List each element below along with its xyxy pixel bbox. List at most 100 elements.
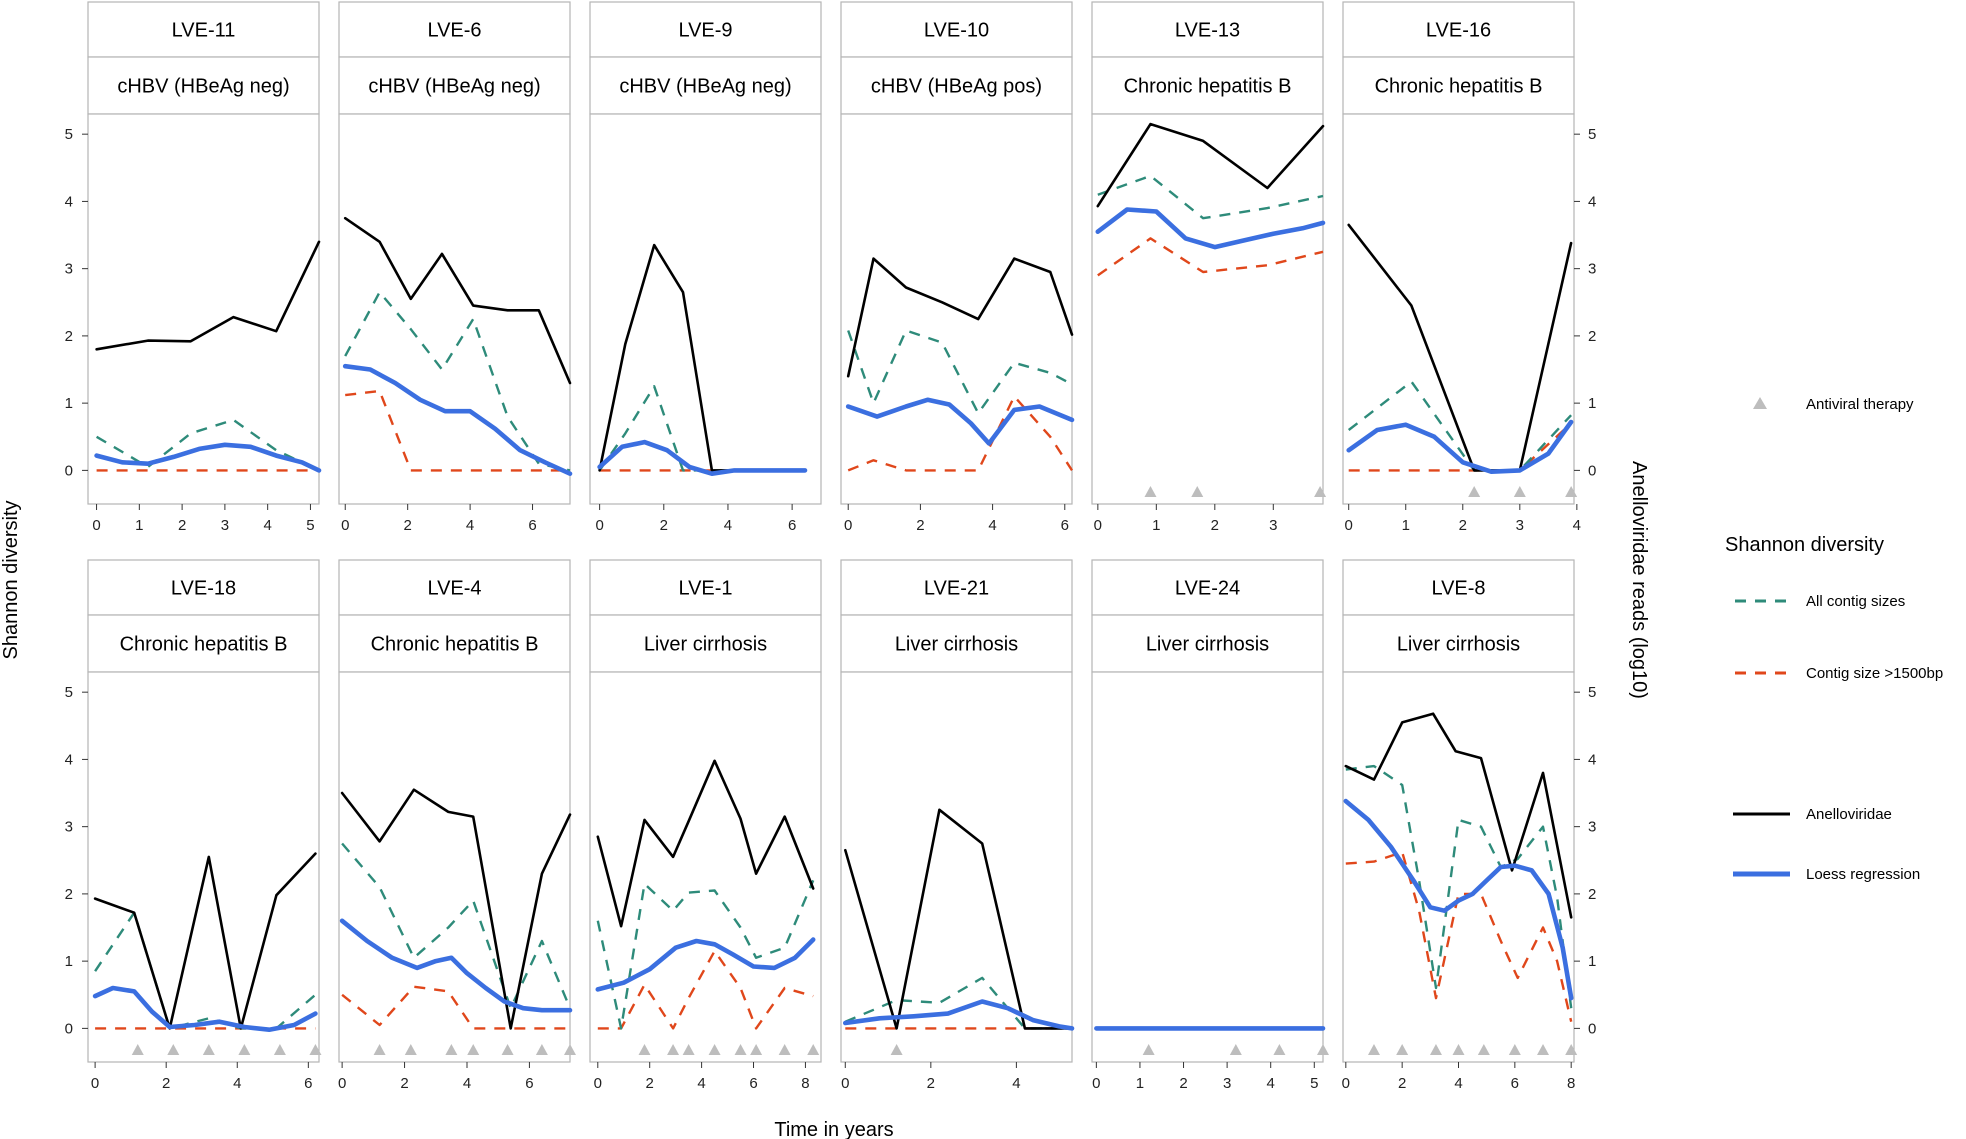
panel-title: LVE-13: [1175, 20, 1240, 42]
x-tick-label: 0: [338, 1075, 346, 1092]
legend-large-contigs-label: Contig size >1500bp: [1806, 665, 1943, 682]
panel-lve-16: LVE-16 Chronic hepatitis B 0 1 2 3 4 0 1 2 3 4 5: [1342, 1, 1596, 534]
x-tick-label: 2: [1211, 517, 1219, 534]
therapy-marker: [1142, 1044, 1155, 1055]
x-tick-label: 0: [1092, 1075, 1100, 1092]
series-anelloviridae: [93, 852, 317, 1030]
y-tick-label-right: 3: [1588, 261, 1596, 278]
strip-title-box: [1342, 559, 1575, 616]
therapy-marker: [167, 1044, 180, 1055]
y-tick-label-right: 2: [1588, 328, 1596, 345]
strip-subtitle-box: [1091, 614, 1324, 673]
x-tick-label: 2: [162, 1075, 170, 1092]
therapy-marker: [1229, 1044, 1242, 1055]
y-axis-title-right: Anelloviridae reads (log10): [1628, 461, 1650, 699]
x-tick-label: 4: [724, 517, 732, 534]
x-tick-label: 6: [304, 1075, 312, 1092]
x-tick-label: 0: [91, 1075, 99, 1092]
x-tick-label: 1: [1152, 517, 1160, 534]
x-tick-label: 6: [528, 517, 536, 534]
series-loess-regression: [845, 397, 1075, 446]
therapy-marker: [404, 1044, 417, 1055]
x-tick-label: 4: [463, 1075, 471, 1092]
x-tick-label: 4: [988, 517, 996, 534]
strip-title-box: [1091, 1, 1324, 58]
therapy-marker: [467, 1044, 480, 1055]
x-tick-label: 8: [1567, 1075, 1575, 1092]
strip-subtitle-box: [1342, 614, 1575, 673]
legend-anello-label: Anelloviridae: [1806, 806, 1892, 823]
y-tick-label-right: 4: [1588, 751, 1596, 768]
therapy-marker: [1429, 1044, 1442, 1055]
plot-frame: [1342, 113, 1575, 505]
y-tick-label: 1: [65, 953, 73, 970]
panel-title: LVE-21: [924, 578, 989, 600]
y-tick-label: 5: [65, 684, 73, 701]
x-tick-label: 2: [1459, 517, 1467, 534]
panel-subtitle: Chronic hepatitis B: [1375, 76, 1543, 98]
strip-subtitle-box: [87, 614, 320, 673]
panel-title: LVE-11: [172, 20, 236, 42]
y-tick-label: 3: [65, 261, 73, 278]
strip-subtitle-box: [589, 614, 822, 673]
series-loess-regression: [842, 999, 1075, 1031]
legend-therapy-triangle: [1753, 397, 1767, 409]
x-tick-label: 0: [594, 1075, 602, 1092]
x-tick-label: 4: [1454, 1075, 1462, 1092]
x-tick-label: 6: [525, 1075, 533, 1092]
series-loess-regression: [92, 985, 318, 1032]
x-tick-label: 3: [1516, 517, 1524, 534]
series-anelloviridae: [1347, 223, 1573, 472]
y-tick-label-right: 5: [1588, 684, 1596, 701]
therapy-marker: [1396, 1044, 1409, 1055]
series-all-contig-sizes: [1097, 174, 1324, 220]
y-tick-label: 5: [65, 126, 73, 143]
x-tick-label: 2: [660, 517, 668, 534]
therapy-marker: [564, 1044, 576, 1055]
legend: Antiviral therapy Shannon diversity All …: [1725, 396, 1943, 883]
panel-subtitle: Liver cirrhosis: [1397, 634, 1520, 656]
panel-lve-24: LVE-24 Liver cirrhosis 0 1 2 3 4 5: [1091, 559, 1329, 1092]
therapy-marker: [1565, 1044, 1578, 1055]
therapy-marker: [273, 1044, 286, 1055]
series-anelloviridae: [1344, 712, 1573, 919]
strip-subtitle-box: [1091, 56, 1324, 115]
therapy-marker: [1317, 1044, 1329, 1055]
therapy-marker: [1508, 1044, 1521, 1055]
therapy-marker: [1191, 486, 1204, 497]
x-tick-label: 1: [135, 517, 143, 534]
therapy-marker: [238, 1044, 251, 1055]
panel-subtitle: Liver cirrhosis: [1146, 634, 1269, 656]
y-tick-label: 2: [65, 328, 73, 345]
series-contig-size-1500bp: [847, 395, 1074, 472]
panel-lve-18: LVE-18 Chronic hepatitis B 0 2 4 6 0 1 2 3 4 5: [65, 559, 322, 1092]
therapy-marker: [734, 1044, 747, 1055]
x-tick-label: 2: [1179, 1075, 1187, 1092]
therapy-marker: [373, 1044, 386, 1055]
x-tick-label: 8: [801, 1075, 809, 1092]
x-tick-label: 1: [1136, 1075, 1144, 1092]
therapy-marker: [501, 1044, 514, 1055]
panel-subtitle: Liver cirrhosis: [895, 634, 1018, 656]
therapy-marker: [807, 1044, 820, 1055]
strip-subtitle-box: [1342, 56, 1575, 115]
panel-title: LVE-4: [427, 578, 481, 600]
series-loess-regression: [597, 439, 808, 477]
therapy-marker: [1144, 486, 1157, 497]
y-tick-label: 3: [65, 819, 73, 836]
series-all-contig-sizes: [1345, 764, 1573, 1009]
plot-frame: [840, 671, 1073, 1063]
therapy-marker: [1273, 1044, 1286, 1055]
therapy-marker: [1452, 1044, 1465, 1055]
strip-title-box: [840, 559, 1073, 616]
series-contig-size-1500bp: [597, 949, 814, 1030]
x-tick-label: 2: [646, 1075, 654, 1092]
plot-frame: [87, 671, 320, 1063]
panel-subtitle: Liver cirrhosis: [644, 634, 767, 656]
strip-subtitle-box: [338, 614, 571, 673]
panel-title: LVE-10: [924, 20, 989, 42]
panel-subtitle: cHBV (HBeAg pos): [871, 76, 1042, 98]
x-tick-label: 2: [178, 517, 186, 534]
x-tick-label: 5: [1310, 1075, 1318, 1092]
